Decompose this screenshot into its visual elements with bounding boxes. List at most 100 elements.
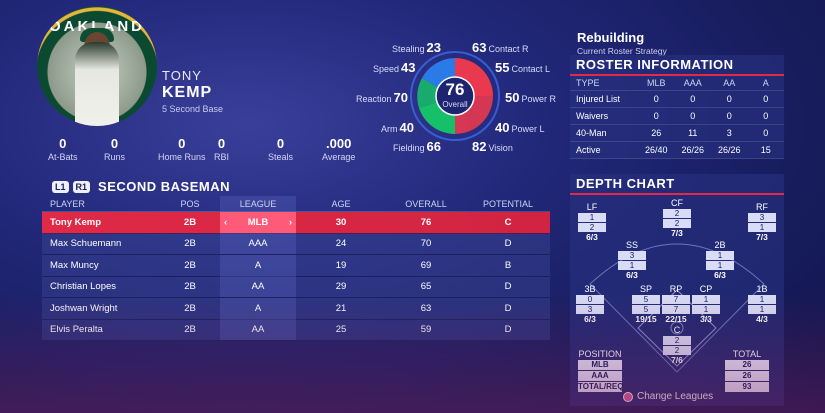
row-age: 21 <box>335 302 347 314</box>
row-player: Christian Lopes <box>50 281 117 293</box>
table-row[interactable]: Tony Kemp 2B ‹ MLB › 30 76 C <box>42 211 550 234</box>
row-player: Joshwan Wright <box>50 302 118 314</box>
table-row[interactable]: Joshwan Wright 2B A 21 63 D <box>42 297 550 320</box>
row-league: AA <box>220 276 296 298</box>
row-overall: 59 <box>420 324 432 336</box>
row-age: 24 <box>335 238 347 250</box>
row-pos: 2B <box>183 216 197 228</box>
row-player: Tony Kemp <box>50 216 102 228</box>
depth-pos-c[interactable]: C 2 2 7/6 <box>663 325 691 365</box>
depth-chart-panel: DEPTH CHART LF 1 2 6/3 CF 2 2 7/3 RF 3 1 7/3 SS 3 1… <box>570 174 784 406</box>
depth-total-legend: TOTAL 26 26 93 <box>725 349 769 392</box>
header-overall[interactable]: OVERALL <box>405 198 447 209</box>
row-player: Elvis Peralta <box>50 324 103 336</box>
rating-stealing: Stealing 23 <box>392 40 441 55</box>
roster-header-type: TYPE <box>576 78 600 88</box>
league-prev-icon[interactable]: ‹ <box>224 216 228 228</box>
overall-rating: 76 <box>445 80 465 99</box>
header-league[interactable]: LEAGUE <box>220 195 296 212</box>
rating-arm: Arm 40 <box>381 120 414 135</box>
stat-steals: 0 Steals <box>268 136 294 162</box>
rating-vision: 82 Vision <box>472 139 513 154</box>
stat-rbi: 0 RBI <box>214 136 230 162</box>
depth-pos-2b[interactable]: 2B 1 1 6/3 <box>706 240 734 280</box>
change-leagues-label: Change Leagues <box>637 391 714 402</box>
depth-position-legend: POSITION MLB AAA TOTAL/REQ <box>578 349 623 392</box>
rating-fielding: Fielding 66 <box>393 139 441 154</box>
depth-pos-cp[interactable]: CP 1 1 3/3 <box>692 284 720 324</box>
row-overall: 65 <box>420 281 432 293</box>
row-age: 29 <box>335 281 347 293</box>
row-pos: 2B <box>184 281 196 293</box>
depth-pos-rf[interactable]: RF 3 1 7/3 <box>748 202 776 242</box>
depth-pos-cf[interactable]: CF 2 2 7/3 <box>663 198 691 238</box>
depth-pos-3b[interactable]: 3B 0 3 6/3 <box>576 284 604 324</box>
rating-reaction: Reaction 70 <box>356 90 408 105</box>
row-overall: 70 <box>420 238 432 250</box>
row-potential: D <box>504 281 512 293</box>
row-pos: 2B <box>184 324 196 336</box>
header-age[interactable]: AGE <box>331 198 351 209</box>
position-legend-label: POSITION <box>578 349 622 359</box>
l1-button[interactable]: L1 <box>52 180 69 193</box>
total-aaa: 26 <box>725 371 769 381</box>
row-player: Max Muncy <box>50 259 99 271</box>
player-last-name: KEMP <box>162 84 213 101</box>
header-potential[interactable]: POTENTIAL <box>482 198 533 209</box>
total-legend-label: TOTAL <box>732 349 762 359</box>
roster-title: ROSTER INFORMATION <box>570 55 784 76</box>
total-mlb: 26 <box>725 360 769 370</box>
depth-pos-ss[interactable]: SS 3 1 6/3 <box>618 240 646 280</box>
row-pos: 2B <box>184 238 196 250</box>
table-row[interactable]: Christian Lopes 2B AA 29 65 D <box>42 276 550 298</box>
depth-pos-sp[interactable]: SP 5 5 19/15 <box>632 284 660 324</box>
roster-row-waivers: Waivers 0 0 0 0 <box>570 108 784 125</box>
rating-contact-r: 63 Contact R <box>472 40 529 55</box>
table-row[interactable]: Max Schuemann 2B AAA 24 70 D <box>42 233 550 255</box>
roster-header-mlb: MLB <box>646 78 666 88</box>
header-player[interactable]: PLAYER <box>50 198 85 209</box>
row-overall: 69 <box>420 259 432 271</box>
league-next-icon[interactable]: › <box>288 216 292 228</box>
row-potential: B <box>504 259 512 271</box>
legend-aaa: AAA <box>578 371 622 381</box>
row-league: AA <box>220 319 296 341</box>
depth-pos-lf[interactable]: LF 1 2 6/3 <box>578 202 606 242</box>
player-portrait <box>75 42 119 126</box>
row-age: 30 <box>335 216 347 228</box>
position-section-header: L1 R1 SECOND BASEMAN <box>52 179 230 194</box>
roster-header-aa: AA <box>723 78 736 88</box>
row-overall: 76 <box>420 216 432 228</box>
baseball-field-diagram <box>589 243 765 373</box>
league-selector[interactable]: ‹ MLB › <box>220 211 296 233</box>
stat-at-bats: 0 At-Bats <box>48 136 78 162</box>
row-age: 25 <box>335 324 347 336</box>
rating-speed: Speed 43 <box>373 60 416 75</box>
row-league: A <box>220 254 296 276</box>
roster-row-active: Active 26/40 26/26 26/26 15 <box>570 142 784 159</box>
stat-home-runs: 0 Home Runs <box>158 136 206 162</box>
depth-pos-rp[interactable]: RP 7 7 22/15 <box>662 284 690 324</box>
row-potential: D <box>504 238 512 250</box>
header-pos[interactable]: POS <box>180 198 200 209</box>
team-logo: OAKLAND <box>37 6 157 126</box>
row-potential: C <box>504 216 512 228</box>
row-potential: D <box>504 302 512 314</box>
position-title: SECOND BASEMAN <box>98 179 230 194</box>
row-league: A <box>220 297 296 319</box>
table-row[interactable]: Elvis Peralta 2B AA 25 59 D <box>42 319 550 341</box>
table-row[interactable]: Max Muncy 2B A 19 69 B <box>42 254 550 277</box>
depth-pos-1b[interactable]: 1B 1 1 4/3 <box>748 284 776 324</box>
player-number-position: 5 Second Base <box>162 104 224 114</box>
r1-button[interactable]: R1 <box>72 180 91 193</box>
change-leagues-button[interactable]: Change Leagues <box>623 391 713 402</box>
stat-average: .000 Average <box>322 136 356 162</box>
roster-header-aaa: AAA <box>683 78 702 88</box>
depth-title: DEPTH CHART <box>570 174 784 195</box>
row-pos: 2B <box>184 302 196 314</box>
roster-row-40man: 40-Man 26 11 3 0 <box>570 125 784 142</box>
row-pos: 2B <box>184 259 196 271</box>
legend-mlb: MLB <box>578 360 622 370</box>
player-first-name: TONY <box>162 68 202 83</box>
